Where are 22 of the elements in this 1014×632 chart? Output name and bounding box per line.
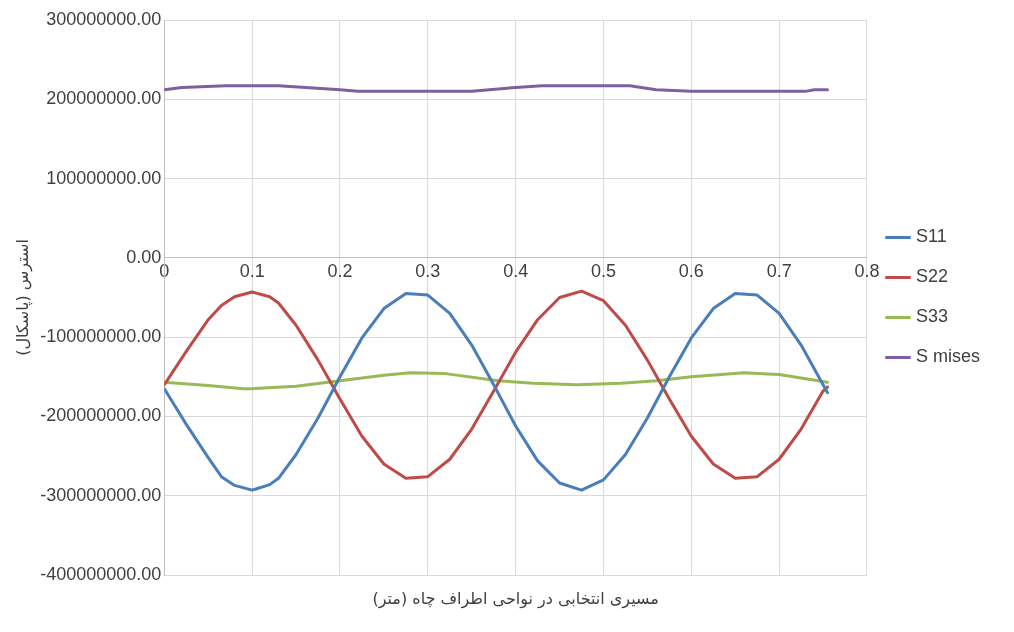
y-tick-label: -200000000.00 (40, 405, 162, 426)
y-tick-label: 200000000.00 (46, 88, 162, 109)
legend-label: S22 (915, 266, 949, 287)
legend-label: S33 (915, 306, 949, 327)
y-tick-label: -400000000.00 (40, 563, 162, 584)
x-axis-title: مسیری انتخابی در نواحی اطراف چاه (متر) (372, 589, 659, 610)
y-tick-label: -100000000.00 (40, 326, 162, 347)
x-tick-label: 0.7 (766, 260, 792, 281)
x-tick-label: 0.2 (327, 260, 353, 281)
legend-label: S11 (915, 226, 947, 247)
x-tick-label: 0.6 (678, 260, 704, 281)
x-tick-label: 0.4 (503, 260, 529, 281)
x-tick-label: 0.1 (239, 260, 265, 281)
y-tick-label: -300000000.00 (40, 484, 162, 505)
x-tick-label: 0 (159, 260, 170, 281)
x-tick-label: 0.5 (590, 260, 616, 281)
y-tick-label: 100000000.00 (46, 167, 162, 188)
x-tick-label: 0.3 (415, 260, 441, 281)
y-axis-title: استرس (پاسکال) (12, 239, 33, 356)
y-tick-label: 300000000.00 (46, 8, 162, 29)
legend-label: S mises (915, 346, 980, 367)
x-tick-label: 0.8 (854, 260, 880, 281)
